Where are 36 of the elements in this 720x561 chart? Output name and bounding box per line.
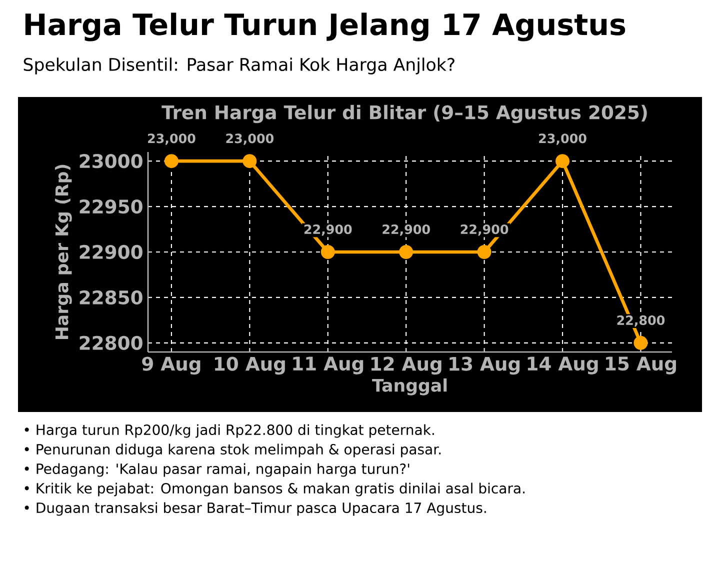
text: • Dugaan transaksi besar Barat–Timur pasca Upacara 17 Agustus.: [24, 502, 486, 516]
y-tick-label: 22850: [80, 290, 142, 305]
x-tick-label: 9 Aug: [142, 356, 200, 375]
point: [399, 244, 414, 259]
chart-title: Harga Telur Turun Jelang 17 Agustus: [25, 12, 626, 42]
point: [320, 244, 335, 259]
x-tick-label: 14 Aug: [528, 356, 598, 374]
x-tick-label: 13 Aug: [450, 356, 520, 375]
data-label: 23,000: [148, 134, 196, 145]
chart-subtitle: Spekulan Disentil: Pasar Ramai Kok Harga Anjlok?: [24, 58, 454, 74]
point: [242, 154, 257, 168]
x-tick-label: 11 Aug: [293, 356, 364, 374]
point: [477, 244, 492, 259]
text: • Harga turun Rp200/kg jadi Rp22.800 di tingkat peternak.: [24, 424, 434, 438]
x-tick-label: 12 Aug: [371, 356, 442, 375]
text: Tren Harga Telur di Blitar (9–15 Agustus 2025): [162, 104, 647, 124]
data-label: 22,800: [617, 315, 665, 327]
x-axis-title: Tanggal: [372, 378, 447, 396]
text: • Pedagang: 'Kalau pasar ramai, ngapain harga turun?': [24, 463, 410, 477]
y-axis-title: Harga per Kg (Rp): [54, 164, 72, 339]
point: [634, 336, 648, 350]
x-tick-label: 10 Aug: [215, 356, 285, 375]
data-label: 22,900: [460, 224, 508, 236]
x-tick-label: 15 Aug: [606, 356, 676, 374]
point: [164, 154, 178, 168]
text: • Penurunan diduga karena stok melimpah & operasi pasar.: [24, 444, 441, 458]
data-label: 22,900: [382, 224, 430, 236]
y-tick-label: 22900: [80, 244, 142, 260]
y-tick-label: 22800: [80, 336, 142, 350]
text: • Kritik ke pejabat: Omongan bansos & makan gratis dinilai asal bicara.: [24, 482, 524, 496]
data-label: 23,000: [539, 134, 586, 145]
data-label: 22,900: [304, 224, 352, 236]
point: [556, 154, 570, 168]
y-tick-label: 23000: [80, 154, 142, 168]
y-tick-label: 22950: [80, 199, 142, 214]
data-label: 23,000: [226, 134, 274, 145]
